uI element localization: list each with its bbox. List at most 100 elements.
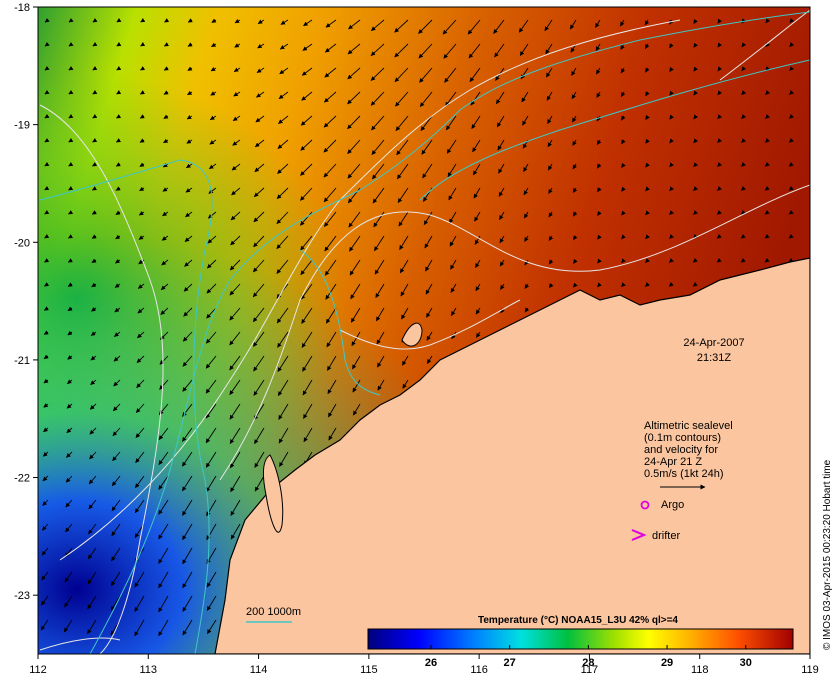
velocity-arrow xyxy=(301,331,313,348)
altimetry-line-5: 0.5m/s (1kt 24h) xyxy=(644,468,723,480)
velocity-arrow xyxy=(645,282,650,287)
velocity-arrow xyxy=(233,67,241,73)
velocity-arrow xyxy=(571,115,577,123)
velocity-arrow xyxy=(44,282,50,287)
velocity-arrow xyxy=(111,499,121,512)
velocity-arrow xyxy=(229,379,241,396)
lon-tick-label: 114 xyxy=(250,664,268,676)
velocity-arrow xyxy=(300,139,313,151)
velocity-arrow xyxy=(765,18,771,24)
velocity-arrow xyxy=(277,331,289,348)
velocity-arrow xyxy=(229,451,241,469)
velocity-arrow xyxy=(469,67,481,83)
velocity-arrow xyxy=(741,66,747,72)
velocity-arrow xyxy=(65,475,73,483)
velocity-arrow xyxy=(92,17,98,23)
velocity-arrow xyxy=(395,91,409,107)
velocity-arrow xyxy=(158,451,169,465)
velocity-arrow xyxy=(621,186,626,192)
velocity-arrow xyxy=(89,427,97,435)
lat-tick-label: -20 xyxy=(14,237,30,249)
velocity-arrow xyxy=(91,282,97,288)
land xyxy=(214,257,810,654)
velocity-arrow xyxy=(471,115,481,129)
velocity-arrow xyxy=(301,91,313,101)
velocity-arrow xyxy=(401,307,409,320)
velocity-arrow xyxy=(161,259,169,266)
velocity-arrow xyxy=(300,187,313,201)
velocity-arrow xyxy=(645,114,650,120)
velocity-arrow xyxy=(163,66,169,71)
velocity-arrow xyxy=(134,619,145,637)
velocity-arrow xyxy=(278,115,289,124)
velocity-arrow xyxy=(43,427,49,433)
velocity-arrow xyxy=(158,595,169,613)
velocity-arrow xyxy=(350,307,361,323)
velocity-arrow xyxy=(183,307,193,317)
velocity-arrow xyxy=(229,259,241,271)
velocity-arrow xyxy=(645,186,650,192)
velocity-arrow xyxy=(185,211,193,218)
velocity-arrow xyxy=(571,91,577,100)
velocity-arrow xyxy=(325,307,337,324)
velocity-arrow xyxy=(303,403,313,419)
lon-tick-label: 117 xyxy=(581,664,599,676)
velocity-arrow xyxy=(182,475,193,492)
argo-label: Argo xyxy=(661,499,684,511)
velocity-arrow xyxy=(449,235,457,247)
velocity-arrow xyxy=(233,91,241,97)
velocity-arrow xyxy=(90,331,97,337)
velocity-arrow xyxy=(114,307,121,313)
velocity-arrow xyxy=(741,138,746,143)
velocity-arrow xyxy=(493,19,505,34)
velocity-arrow xyxy=(42,499,49,506)
velocity-arrow xyxy=(67,282,73,287)
velocity-arrow xyxy=(372,163,385,180)
velocity-arrow xyxy=(254,451,265,468)
velocity-arrow xyxy=(472,139,481,153)
velocity-arrow xyxy=(187,42,193,47)
velocity-arrow xyxy=(87,619,97,635)
velocity-arrow xyxy=(44,185,50,191)
velocity-arrow xyxy=(163,114,169,119)
velocity-arrow xyxy=(326,355,337,371)
velocity-arrow xyxy=(137,331,145,339)
velocity-arrow xyxy=(110,571,121,587)
velocity-arrow xyxy=(717,114,723,120)
velocity-arrow xyxy=(92,41,98,47)
velocity-arrow xyxy=(229,283,241,296)
lon-tick-label: 115 xyxy=(360,664,378,676)
velocity-arrow xyxy=(229,427,241,445)
velocity-arrow xyxy=(205,451,217,468)
velocity-arrow xyxy=(572,163,577,170)
velocity-arrow xyxy=(158,571,169,589)
velocity-arrow xyxy=(211,18,217,23)
velocity-arrow xyxy=(450,283,457,293)
velocity-arrow xyxy=(253,211,265,223)
velocity-arrow xyxy=(595,19,601,28)
map-time: 21:31Z xyxy=(697,352,732,364)
velocity-arrow xyxy=(573,282,578,288)
velocity-arrow xyxy=(88,475,97,485)
velocity-arrow xyxy=(234,43,241,48)
velocity-arrow xyxy=(211,42,217,48)
velocity-arrow xyxy=(229,403,241,420)
velocity-arrow xyxy=(182,571,193,589)
velocity-arrow xyxy=(68,137,74,143)
colorbar-tick-label: 28 xyxy=(582,657,594,669)
altimetry-line-2: (0.1m contours) xyxy=(644,432,721,444)
velocity-arrow xyxy=(161,235,169,241)
velocity-arrow xyxy=(717,186,722,191)
velocity-arrow xyxy=(137,307,145,314)
velocity-arrow xyxy=(278,427,289,444)
velocity-arrow xyxy=(67,306,73,312)
velocity-arrow xyxy=(140,66,146,71)
velocity-arrow xyxy=(44,258,50,263)
velocity-arrow xyxy=(324,67,337,78)
velocity-arrow xyxy=(475,307,481,315)
velocity-arrow xyxy=(253,355,265,372)
velocity-arrow xyxy=(620,43,625,50)
velocity-arrow xyxy=(741,42,747,48)
velocity-arrow xyxy=(498,187,505,197)
velocity-arrow xyxy=(524,307,530,313)
